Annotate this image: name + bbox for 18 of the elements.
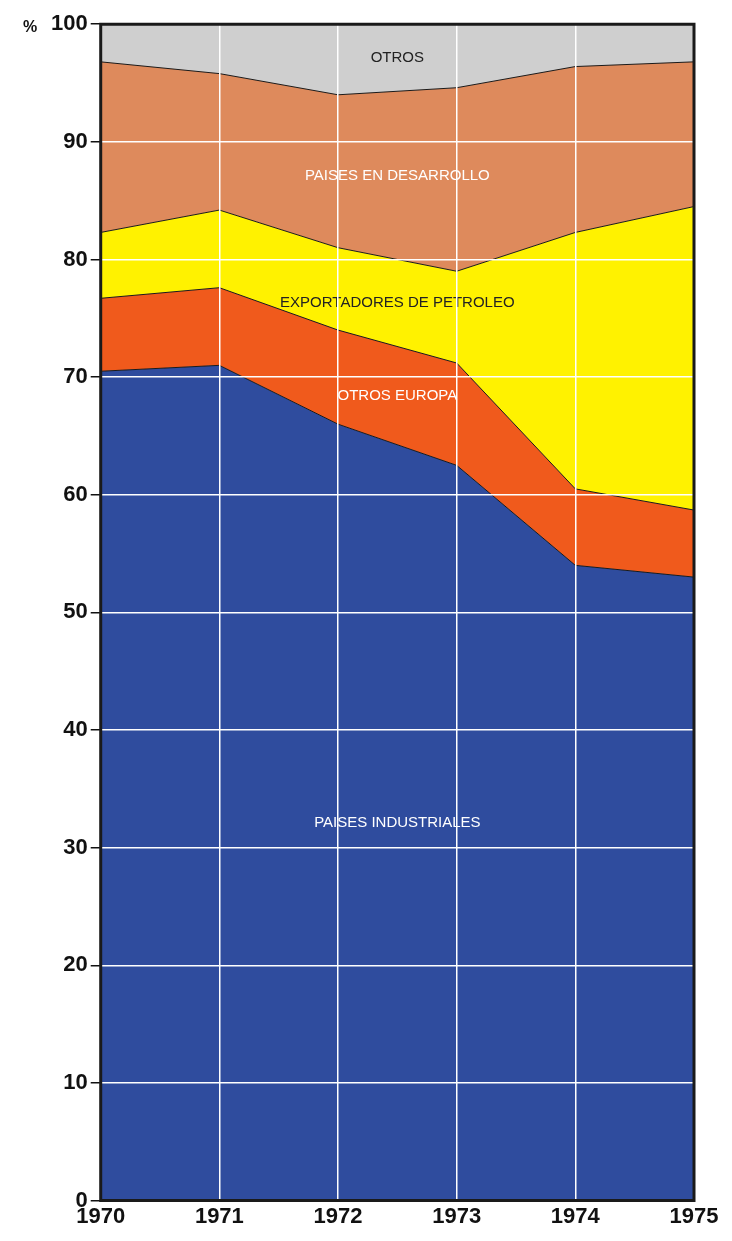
y-tick-label: 90	[63, 127, 88, 153]
y-tick-label: 40	[63, 716, 88, 742]
x-tick-label: 1971	[194, 1202, 244, 1228]
x-tick-label: 1973	[432, 1202, 482, 1228]
x-tick-label: 1975	[669, 1202, 719, 1228]
y-tick-label: 20	[63, 951, 88, 977]
series-label: OTROS EUROPA	[337, 385, 458, 403]
y-tick-label: 50	[63, 598, 88, 624]
x-tick-label: 1972	[313, 1202, 363, 1228]
y-axis-title: %	[22, 18, 38, 36]
y-tick-label: 100	[50, 10, 88, 36]
y-tick-label: 10	[63, 1069, 88, 1095]
y-tick-label: 80	[63, 245, 88, 271]
y-tick-label: 70	[63, 363, 88, 389]
x-tick-label: 1974	[550, 1202, 601, 1228]
series-label: OTROS	[370, 47, 425, 65]
y-tick-label: 60	[63, 480, 88, 506]
y-tick-label: 30	[63, 833, 88, 859]
